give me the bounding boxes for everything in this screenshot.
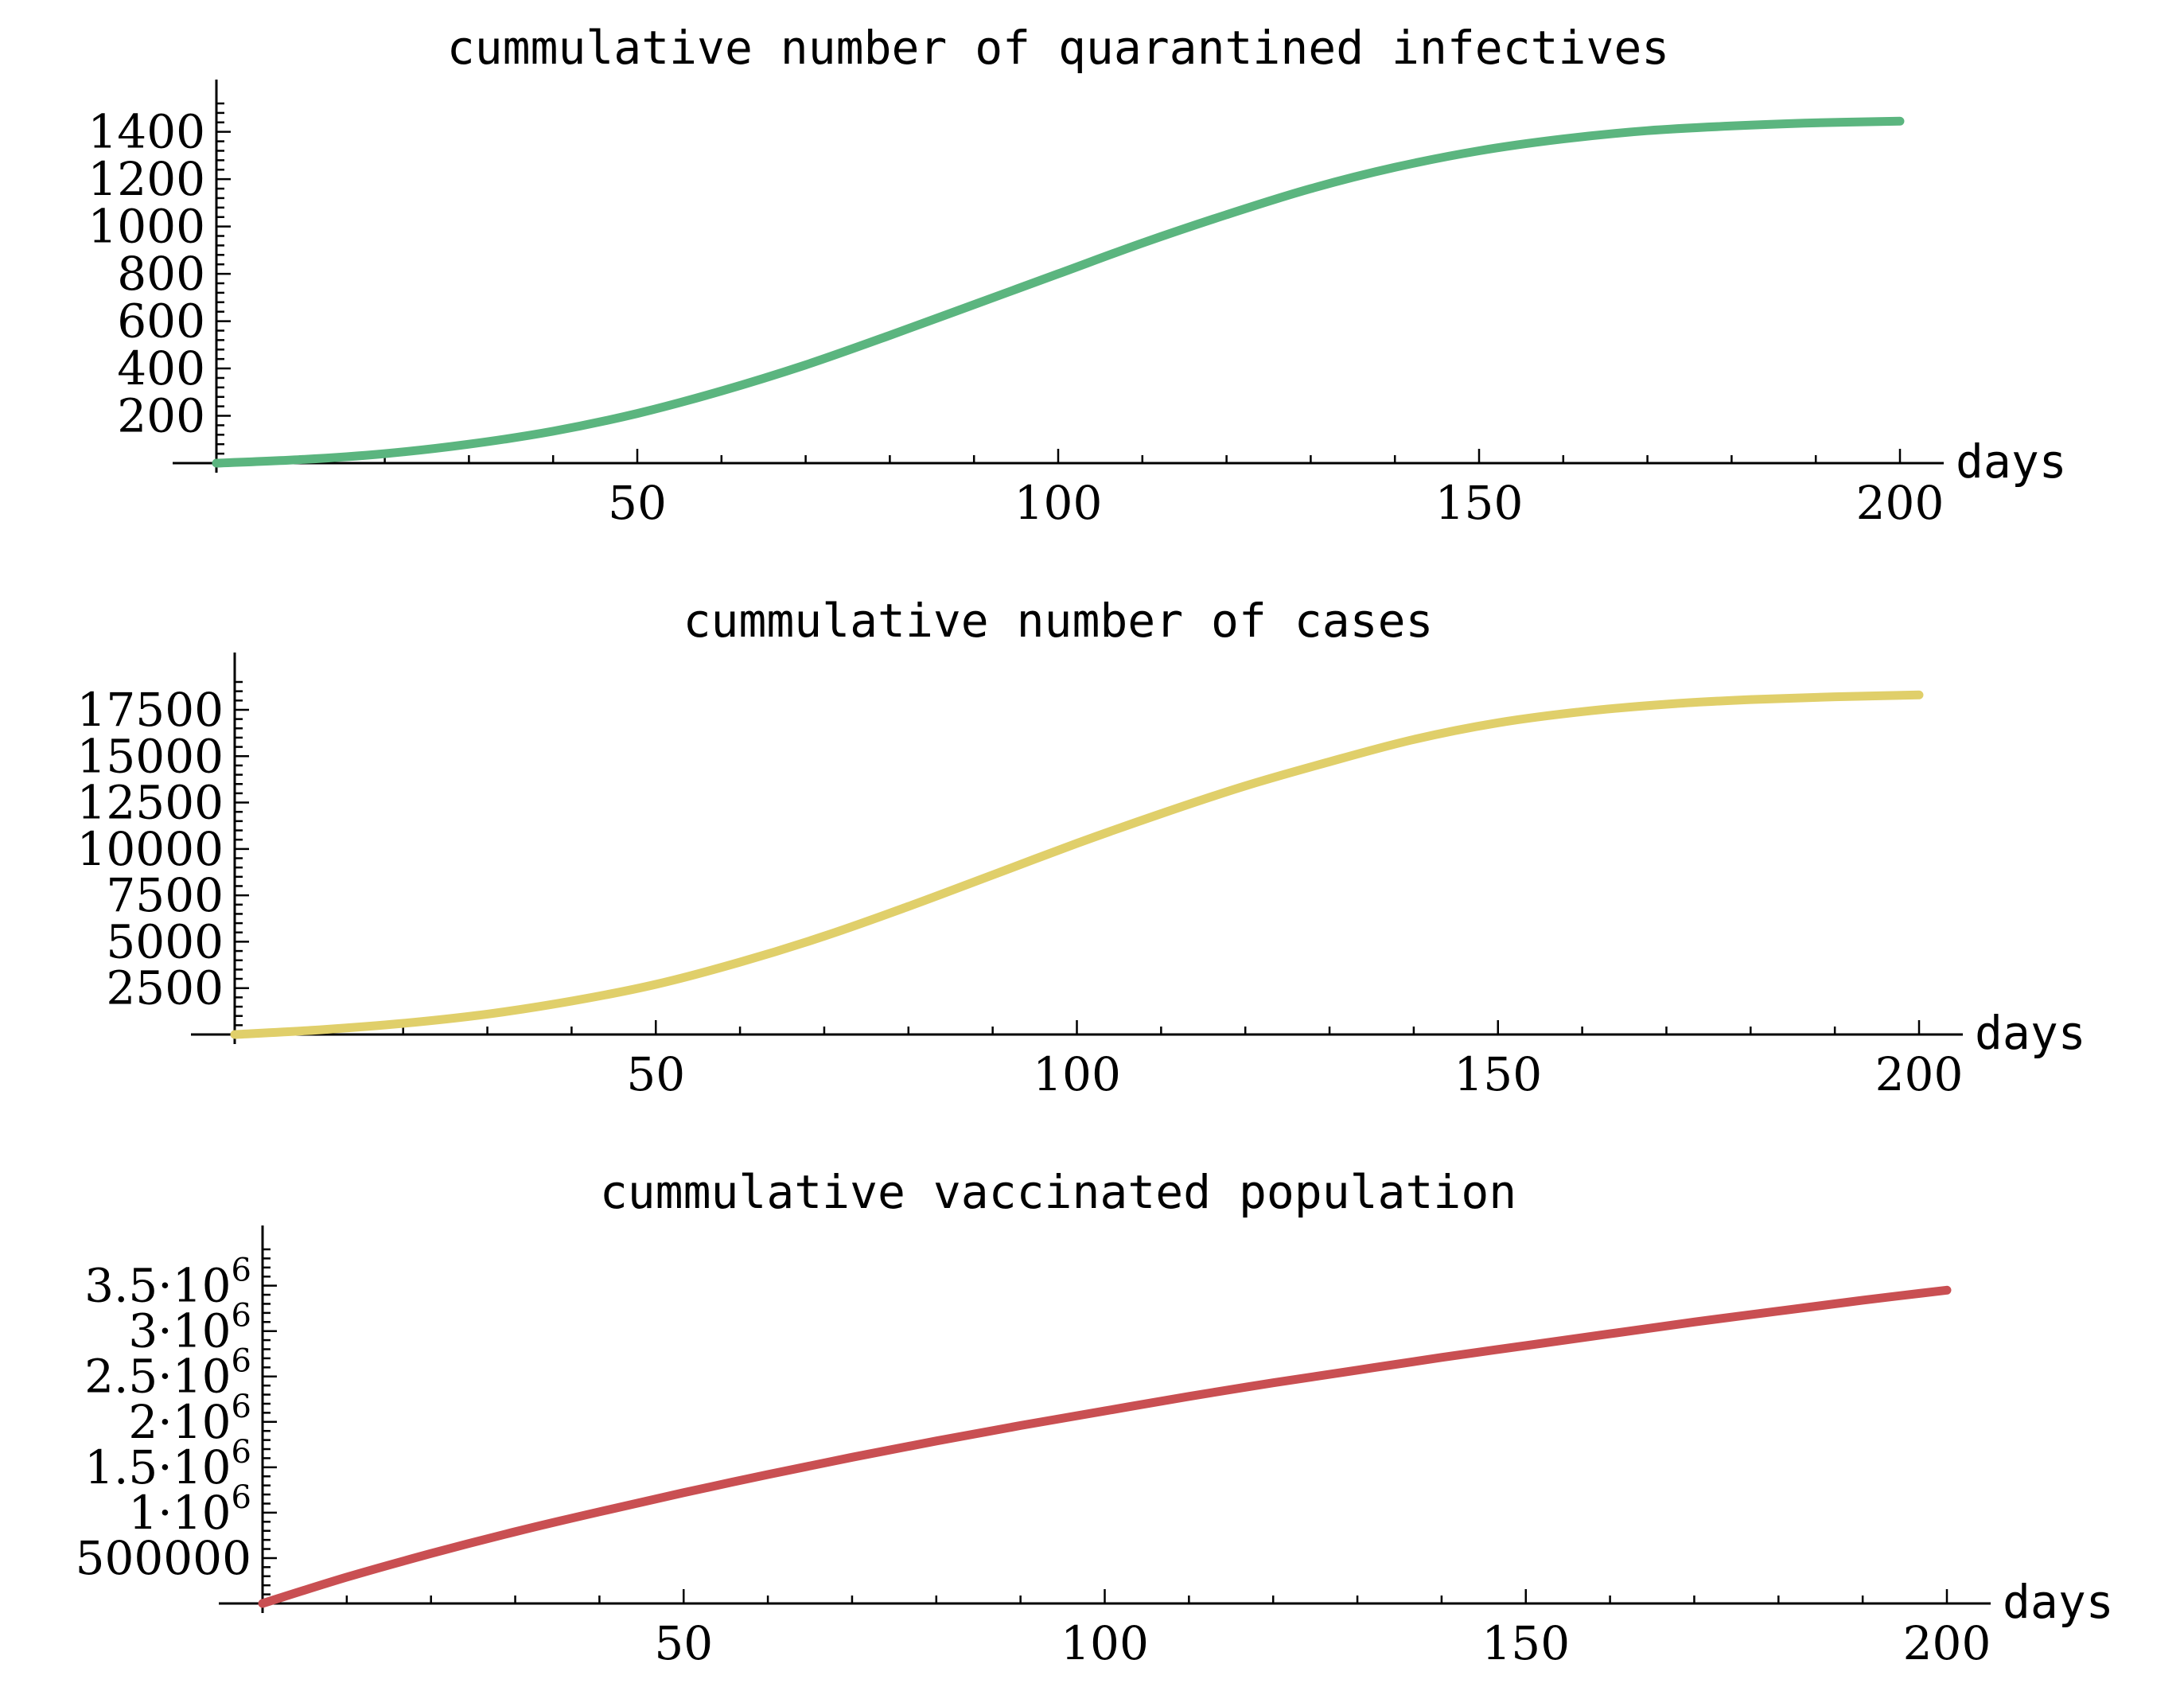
y-tick-exponent: 6 (232, 1253, 251, 1289)
y-tick-label: 1·106 (128, 1479, 251, 1540)
series-line-1 (212, 116, 1905, 468)
y-tick-label: 2.5·106 (84, 1343, 251, 1404)
y-tick-label: 600 (117, 294, 205, 349)
y-tick-label: 1000 (88, 200, 205, 254)
x-tick-label: 200 (1856, 476, 1945, 530)
chart-title: cummulative number of quarantined infect… (447, 21, 1669, 75)
y-tick-label: 3·106 (128, 1298, 251, 1358)
y-tick-label: 7500 (106, 868, 224, 922)
y-tick-label: 3.5·106 (84, 1253, 251, 1313)
y-tick-label: 12500 (76, 776, 224, 830)
y-tick-label: 1.5·106 (84, 1434, 251, 1494)
y-tick-mantissa: 2·10 (128, 1395, 231, 1449)
chart-title: cummulative number of cases (683, 594, 1434, 648)
chart-title: cummulative vaccinated population (600, 1165, 1516, 1219)
x-axis-label: days (1956, 434, 2067, 489)
y-tick-label: 500000 (76, 1531, 251, 1585)
x-tick-label: 150 (1481, 1616, 1570, 1670)
y-tick-mantissa: 1·10 (128, 1486, 231, 1540)
y-tick-exponent: 6 (232, 1298, 251, 1334)
y-tick-exponent: 6 (232, 1389, 251, 1425)
chart-panel-3: cummulative vaccinated population 50 100 15… (76, 1165, 2114, 1670)
y-tick-exponent: 6 (232, 1343, 251, 1380)
y-tick-label: 5000 (106, 914, 224, 968)
y-tick-label: 15000 (76, 729, 224, 783)
y-tick-label: 10000 (76, 822, 224, 876)
y-tick-label: 400 (117, 341, 205, 395)
x-tick-label: 100 (1014, 476, 1103, 530)
y-tick-exponent: 6 (232, 1434, 251, 1471)
x-tick-label: 150 (1435, 476, 1524, 530)
y-tick-mantissa: 3.5·10 (84, 1259, 231, 1313)
chart-panel-1: cummulative number of quarantined infect… (88, 21, 2066, 530)
series-line-1 (258, 1285, 1952, 1608)
y-tick-label: 2500 (106, 961, 224, 1015)
y-tick-label: 1400 (88, 105, 205, 159)
y-tick-label: 200 (117, 389, 205, 443)
y-tick-label: 17500 (76, 683, 224, 737)
x-axis-label: days (1975, 1006, 2086, 1060)
y-tick-exponent: 6 (232, 1479, 251, 1516)
x-tick-label: 200 (1875, 1047, 1964, 1101)
chart-panel-2: cummulative number of cases 50 100 150 200 25… (76, 594, 2085, 1101)
y-tick-mantissa: 2.5·10 (84, 1350, 231, 1404)
x-tick-label: 200 (1903, 1616, 1991, 1670)
y-tick-label: 1200 (88, 152, 205, 206)
y-tick-label: 800 (117, 247, 205, 301)
y-tick-mantissa: 500000 (76, 1531, 251, 1585)
x-tick-label: 50 (626, 1047, 685, 1101)
x-axis-label: days (2003, 1575, 2114, 1629)
y-tick-mantissa: 3·10 (128, 1304, 231, 1358)
x-tick-label: 150 (1454, 1047, 1542, 1101)
x-tick-label: 50 (608, 476, 667, 530)
y-tick-label: 2·106 (128, 1389, 251, 1449)
x-tick-label: 100 (1033, 1047, 1121, 1101)
x-tick-label: 100 (1061, 1616, 1149, 1670)
series-line-1 (230, 690, 1924, 1039)
y-tick-mantissa: 1.5·10 (84, 1440, 231, 1494)
x-tick-label: 50 (654, 1616, 713, 1670)
